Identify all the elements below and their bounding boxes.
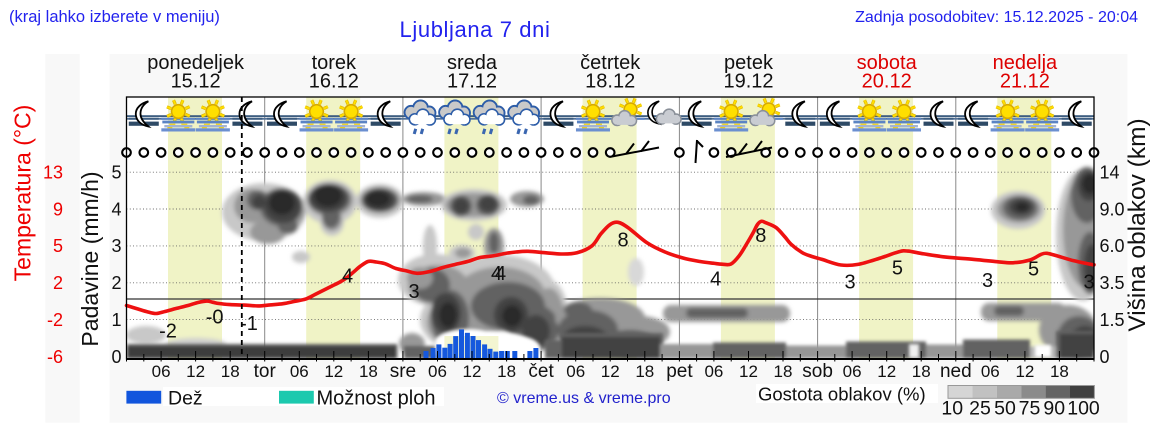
svg-text:-1: -1 — [240, 313, 258, 335]
svg-text:4: 4 — [491, 263, 502, 285]
svg-text:Možnost ploh: Možnost ploh — [317, 388, 436, 410]
svg-text:9: 9 — [53, 199, 63, 219]
svg-text:12: 12 — [186, 362, 205, 381]
svg-text:06: 06 — [152, 362, 171, 381]
svg-text:18: 18 — [912, 362, 931, 381]
svg-text:2: 2 — [53, 273, 63, 293]
svg-text:12: 12 — [463, 362, 482, 381]
svg-text:13: 13 — [43, 163, 63, 183]
svg-text:18: 18 — [359, 362, 378, 381]
svg-text:sobota: sobota — [857, 52, 918, 74]
svg-text:3: 3 — [1083, 272, 1094, 294]
svg-text:Gostota oblakov (%): Gostota oblakov (%) — [758, 384, 926, 405]
svg-text:ponedeljek: ponedeljek — [147, 52, 245, 74]
svg-text:06: 06 — [566, 362, 585, 381]
svg-text:Temperatura (°C): Temperatura (°C) — [10, 105, 36, 282]
svg-text:06: 06 — [843, 362, 862, 381]
svg-text:1.5: 1.5 — [1100, 310, 1125, 330]
svg-text:tor: tor — [254, 361, 277, 382]
svg-text:06: 06 — [428, 362, 447, 381]
svg-text:100: 100 — [1067, 398, 1100, 420]
svg-text:12: 12 — [1015, 362, 1034, 381]
svg-text:sre: sre — [390, 361, 416, 382]
svg-text:4: 4 — [495, 263, 506, 285]
svg-text:4: 4 — [342, 266, 353, 288]
svg-text:75: 75 — [1019, 398, 1041, 420]
svg-text:Dež: Dež — [168, 388, 203, 410]
svg-text:sob: sob — [802, 361, 833, 382]
svg-text:20.12: 20.12 — [862, 71, 912, 93]
svg-text:17.12: 17.12 — [447, 71, 497, 93]
svg-text:pet: pet — [666, 361, 693, 382]
svg-text:-6: -6 — [47, 347, 63, 367]
svg-text:nedelja: nedelja — [993, 52, 1058, 74]
svg-text:Ljubljana 7 dni: Ljubljana 7 dni — [400, 17, 551, 42]
svg-text:3: 3 — [844, 272, 855, 294]
svg-text:5: 5 — [892, 258, 903, 280]
svg-text:5: 5 — [53, 236, 63, 256]
svg-text:18: 18 — [1050, 362, 1069, 381]
svg-text:3.5: 3.5 — [1100, 273, 1125, 293]
svg-text:Padavine (mm/h): Padavine (mm/h) — [77, 171, 103, 346]
svg-text:18: 18 — [635, 362, 654, 381]
svg-text:06: 06 — [981, 362, 1000, 381]
svg-text:8: 8 — [617, 230, 628, 252]
svg-text:-2: -2 — [159, 321, 177, 343]
svg-text:5: 5 — [111, 163, 121, 183]
svg-text:5: 5 — [1028, 259, 1039, 281]
svg-text:8: 8 — [755, 225, 766, 247]
svg-text:18.12: 18.12 — [585, 71, 635, 93]
svg-text:0: 0 — [1100, 347, 1110, 367]
svg-text:90: 90 — [1043, 398, 1065, 420]
svg-text:petek: petek — [724, 52, 774, 74]
svg-text:ned: ned — [940, 361, 972, 382]
svg-text:12: 12 — [739, 362, 758, 381]
svg-text:12: 12 — [877, 362, 896, 381]
svg-text:06: 06 — [704, 362, 723, 381]
svg-text:3: 3 — [111, 236, 121, 256]
svg-text:18: 18 — [774, 362, 793, 381]
svg-text:sreda: sreda — [447, 52, 498, 74]
svg-text:6.0: 6.0 — [1100, 236, 1125, 256]
svg-text:četrtek: četrtek — [580, 52, 641, 74]
svg-text:1: 1 — [111, 310, 121, 330]
svg-text:10: 10 — [941, 398, 963, 420]
svg-text:18: 18 — [497, 362, 516, 381]
svg-text:2: 2 — [111, 273, 121, 293]
svg-text:18: 18 — [221, 362, 240, 381]
svg-text:0: 0 — [111, 347, 121, 367]
svg-text:9.0: 9.0 — [1100, 199, 1125, 219]
svg-text:21.12: 21.12 — [1000, 71, 1050, 93]
svg-text:06: 06 — [290, 362, 309, 381]
svg-text:4: 4 — [710, 269, 721, 291]
svg-text:12: 12 — [324, 362, 343, 381]
svg-text:12: 12 — [601, 362, 620, 381]
svg-text:25: 25 — [969, 398, 991, 420]
svg-text:čet: čet — [528, 361, 554, 382]
svg-text:14: 14 — [1100, 163, 1120, 183]
svg-text:-0: -0 — [206, 307, 224, 329]
svg-text:Zadnja posodobitev: 15.12.2025: Zadnja posodobitev: 15.12.2025 - 20:04 — [855, 9, 1138, 26]
svg-text:(kraj lahko izberete v meniju): (kraj lahko izberete v meniju) — [9, 8, 220, 26]
svg-text:-2: -2 — [47, 310, 63, 330]
svg-text:15.12: 15.12 — [171, 71, 221, 93]
svg-text:© vreme.us & vreme.pro: © vreme.us & vreme.pro — [497, 390, 671, 407]
svg-text:50: 50 — [994, 398, 1016, 420]
svg-text:19.12: 19.12 — [723, 71, 773, 93]
svg-text:16.12: 16.12 — [309, 71, 359, 93]
svg-text:Višina oblakov (km): Višina oblakov (km) — [1124, 118, 1151, 331]
svg-text:torek: torek — [312, 52, 357, 74]
svg-text:4: 4 — [111, 199, 121, 219]
svg-text:3: 3 — [408, 281, 419, 303]
svg-text:3: 3 — [982, 270, 993, 292]
